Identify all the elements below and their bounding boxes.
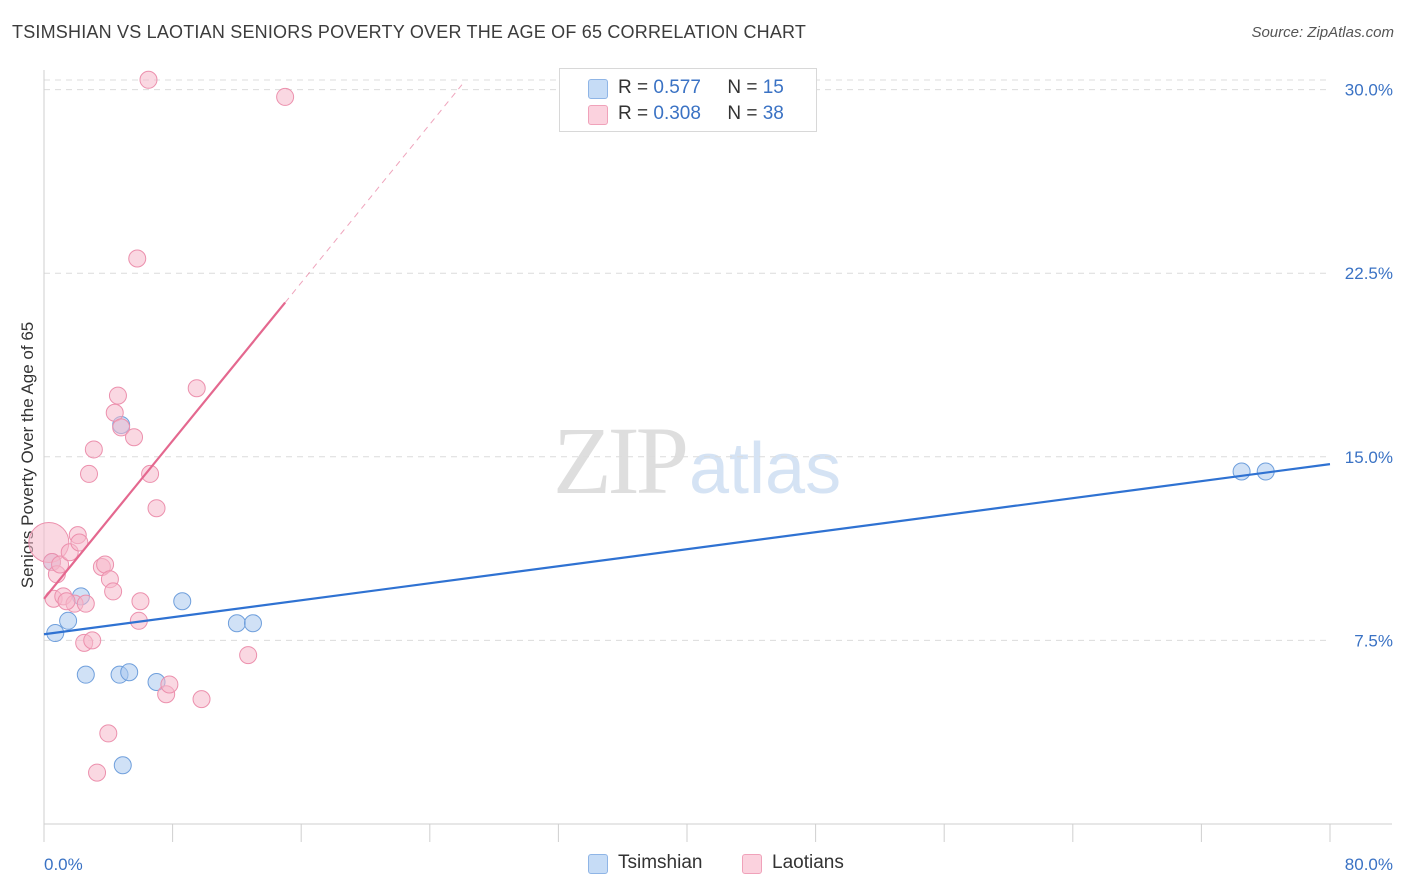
point-laotians (131, 592, 150, 611)
y-tick-label: 7.5% (1354, 631, 1393, 650)
legend-label-tsimshian: Tsimshian (618, 852, 703, 873)
point-laotians (80, 464, 99, 483)
point-laotians (99, 724, 118, 743)
x-tick-label: 0.0% (44, 855, 83, 874)
y-axis-label: Seniors Poverty Over the Age of 65 (18, 322, 37, 588)
point-laotians (76, 594, 95, 613)
point-laotians (147, 499, 166, 518)
watermark: ZIPatlas (553, 405, 841, 516)
legend-r-label: R = (618, 103, 649, 124)
point-laotians (70, 533, 89, 552)
y-tick-label: 15.0% (1345, 448, 1393, 467)
point-laotians (51, 555, 70, 574)
source-label: Source: ZipAtlas.com (1251, 24, 1394, 41)
point-laotians (160, 675, 179, 694)
point-tsimshian (59, 611, 78, 630)
point-laotians (125, 428, 144, 447)
legend-swatch-laotians (742, 854, 762, 874)
legend-swatch-laotians (588, 105, 608, 125)
point-laotians (104, 582, 123, 601)
legend-n-value: 15 (762, 77, 784, 98)
legend-r-value: 0.577 (653, 77, 701, 98)
trend-line-laotians (43, 301, 286, 600)
chart-title: TSIMSHIAN VS LAOTIAN SENIORS POVERTY OVE… (12, 22, 807, 42)
point-tsimshian (243, 614, 262, 633)
point-laotians (128, 249, 147, 268)
point-laotians (141, 464, 160, 483)
point-laotians (187, 379, 206, 398)
legend-swatch-tsimshian (588, 854, 608, 874)
legend-label-laotians: Laotians (772, 852, 844, 873)
legend-r-value: 0.308 (653, 103, 701, 124)
watermark-atlas: atlas (689, 429, 842, 509)
y-tick-label: 22.5% (1345, 264, 1393, 283)
y-tick-label: 30.0% (1345, 81, 1393, 100)
point-tsimshian (76, 665, 95, 684)
stats-legend: R = 0.577 N = 15 R = 0.308 N = 38 (559, 68, 817, 132)
point-tsimshian (113, 756, 132, 775)
point-laotians (192, 690, 211, 709)
legend-n-label: N = (727, 103, 758, 124)
point-laotians (112, 418, 131, 437)
legend-r-label: R = (618, 77, 649, 98)
point-laotians (139, 70, 158, 89)
point-laotians (239, 646, 258, 665)
point-laotians (57, 592, 76, 611)
x-tick-label: 80.0% (1345, 855, 1393, 874)
point-tsimshian (227, 614, 246, 633)
trend-line-tsimshian (43, 463, 1331, 636)
legend-n-value: 38 (762, 103, 784, 124)
point-laotians (108, 386, 127, 405)
trend-extension-laotians (284, 84, 463, 303)
watermark-zip: ZIP (553, 407, 689, 514)
point-laotians (84, 440, 103, 459)
point-laotians (276, 87, 295, 106)
legend-n-label: N = (727, 77, 758, 98)
legend-swatch-tsimshian (588, 79, 608, 99)
point-tsimshian (173, 592, 192, 611)
point-laotians (83, 631, 102, 650)
point-laotians (88, 763, 107, 782)
point-tsimshian (120, 663, 139, 682)
